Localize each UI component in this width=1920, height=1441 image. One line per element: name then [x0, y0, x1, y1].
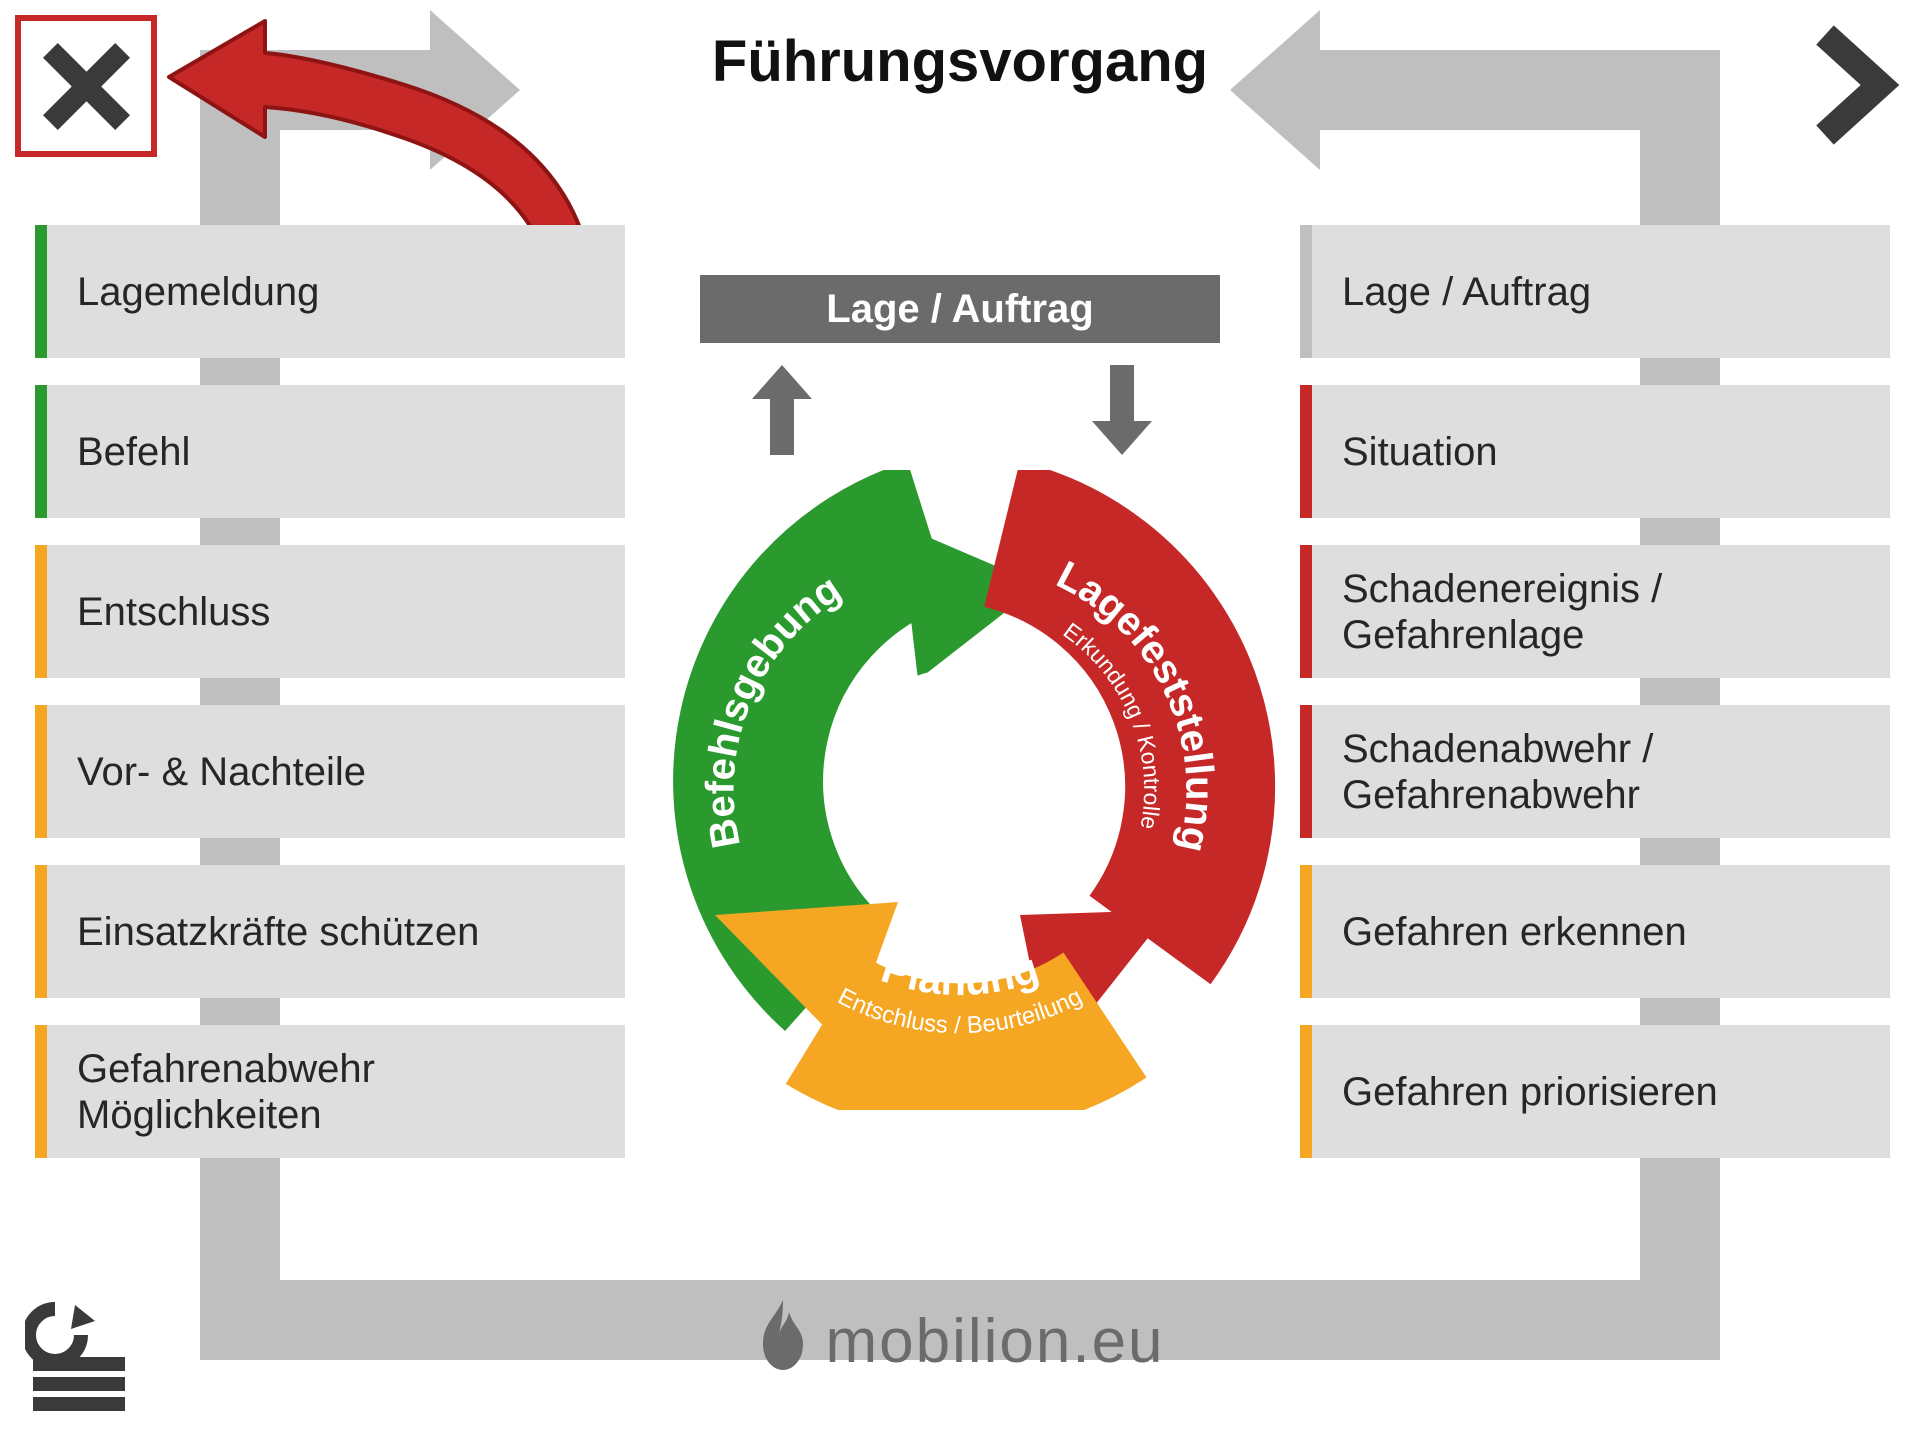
chevron-right-icon [1810, 25, 1900, 145]
item-label: Gefahren erkennen [1342, 909, 1687, 955]
center-box: Lage / Auftrag [700, 275, 1220, 343]
down-arrow-icon [1092, 365, 1152, 455]
item-label: GefahrenabwehrMöglichkeiten [77, 1046, 375, 1138]
item-label: Schadenabwehr /Gefahrenabwehr [1342, 726, 1653, 818]
item-label: Lage / Auftrag [1342, 269, 1591, 315]
item-label: Schadenereignis /Gefahrenlage [1342, 566, 1662, 658]
brand-footer: mobilion.eu [0, 1300, 1920, 1385]
list-item[interactable]: GefahrenabwehrMöglichkeiten [35, 1025, 625, 1158]
stripe [35, 545, 47, 678]
right-column: Lage / Auftrag Situation Schadenereignis… [1300, 225, 1890, 1158]
next-button[interactable] [1810, 25, 1900, 150]
stripe [1300, 545, 1312, 678]
item-label: Situation [1342, 429, 1498, 475]
brand-text: mobilion.eu [825, 1307, 1164, 1376]
up-arrow-icon [752, 365, 812, 455]
stripe [1300, 385, 1312, 518]
page: Führungsvorgang Lagemeldung Befehl Entsc… [0, 0, 1920, 1441]
list-item[interactable]: Vor- & Nachteile [35, 705, 625, 838]
list-item[interactable]: Schadenabwehr /Gefahrenabwehr [1300, 705, 1890, 838]
left-column: Lagemeldung Befehl Entschluss Vor- & Nac… [35, 225, 625, 1158]
list-item[interactable]: Befehl [35, 385, 625, 518]
stripe [1300, 865, 1312, 998]
list-item[interactable]: Situation [1300, 385, 1890, 518]
list-item[interactable]: Gefahren priorisieren [1300, 1025, 1890, 1158]
item-label: Vor- & Nachteile [77, 749, 366, 795]
list-item[interactable]: Einsatzkräfte schützen [35, 865, 625, 998]
stripe [35, 385, 47, 518]
item-label: Einsatzkräfte schützen [77, 909, 479, 955]
stripe [35, 705, 47, 838]
list-item[interactable]: Schadenereignis /Gefahrenlage [1300, 545, 1890, 678]
close-icon [39, 39, 134, 134]
page-title: Führungsvorgang [0, 28, 1920, 95]
stripe [1300, 1025, 1312, 1158]
item-label: Gefahren priorisieren [1342, 1069, 1718, 1115]
list-item[interactable]: Entschluss [35, 545, 625, 678]
item-label: Lagemeldung [77, 269, 319, 315]
item-label: Befehl [77, 429, 190, 475]
list-item[interactable]: Gefahren erkennen [1300, 865, 1890, 998]
center-box-label: Lage / Auftrag [826, 287, 1093, 332]
cycle-diagram: Befehlsgebung Lagefeststellung Erkundung… [640, 470, 1280, 1110]
stripe [35, 1025, 47, 1158]
stripe [35, 225, 47, 358]
list-item[interactable]: Lagemeldung [35, 225, 625, 358]
stripe [1300, 705, 1312, 838]
item-label: Entschluss [77, 589, 270, 635]
stripe [1300, 225, 1312, 358]
close-button[interactable] [15, 15, 157, 157]
list-item[interactable]: Lage / Auftrag [1300, 225, 1890, 358]
stripe [35, 865, 47, 998]
flame-icon [755, 1300, 811, 1385]
